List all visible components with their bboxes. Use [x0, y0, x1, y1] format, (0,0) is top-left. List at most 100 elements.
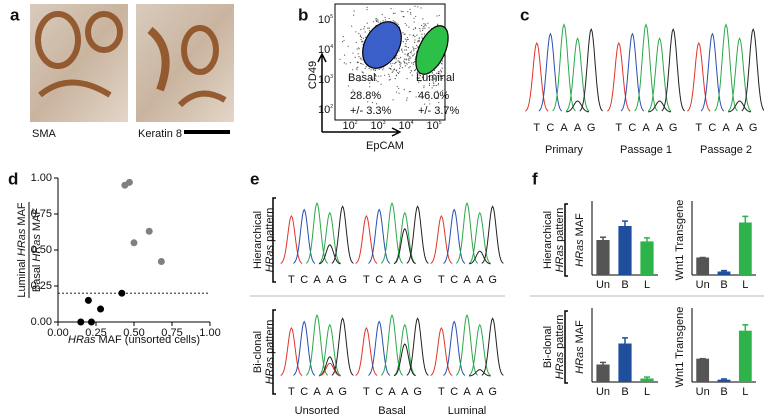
trace-peak [647, 37, 672, 112]
event-dot [355, 31, 357, 33]
event-dot [436, 90, 438, 92]
trace-peak [318, 362, 341, 377]
event-dot [437, 23, 439, 25]
event-dot [347, 85, 350, 87]
y-axis-label: Wnt1 Transgene [674, 200, 686, 281]
event-dot [408, 57, 410, 59]
event-dot [375, 20, 378, 23]
event-dot [361, 71, 363, 73]
event-dot [388, 67, 390, 69]
trace-peak [318, 356, 341, 377]
event-dot [410, 13, 412, 15]
gate-name: Basal [348, 72, 376, 84]
gate-percent: 46.0% [418, 90, 449, 102]
event-dot [363, 28, 365, 30]
event-dot [438, 101, 440, 104]
event-dot [352, 69, 354, 71]
trace-peak [607, 41, 631, 112]
event-dot [414, 61, 416, 63]
event-dot [419, 30, 421, 32]
event-dot [440, 62, 442, 64]
tick-base: 10 [426, 120, 438, 132]
trace-peak [741, 27, 764, 112]
tick-exponent: 4 [411, 120, 414, 126]
event-dot [389, 78, 391, 80]
event-dot [424, 27, 426, 29]
event-dot [356, 61, 359, 64]
event-dot [422, 18, 424, 20]
x-tick-label: L [742, 279, 748, 291]
tick-exponent: 3 [330, 74, 333, 80]
trace-peak [468, 211, 491, 264]
event-dot [360, 57, 362, 59]
event-dot [401, 49, 403, 51]
base-letter: A [463, 386, 471, 398]
event-dot [360, 36, 363, 39]
base-letter: G [488, 274, 497, 286]
event-dot [402, 11, 404, 13]
event-dot [430, 79, 432, 81]
base-letter: A [401, 274, 409, 286]
event-dot [411, 74, 413, 76]
event-dot [371, 101, 374, 104]
event-dot [405, 62, 407, 64]
y-axis-label: Luminal HRas MAF [16, 202, 28, 298]
event-dot [423, 33, 426, 35]
event-dot [357, 53, 359, 55]
event-dot [428, 84, 431, 86]
event-dot [397, 23, 399, 25]
event-dot [441, 63, 443, 65]
event-dot [399, 56, 402, 59]
event-dot [416, 72, 418, 74]
event-dot [437, 76, 440, 79]
event-dot [412, 55, 414, 57]
event-dot [439, 69, 442, 71]
event-dot [422, 96, 425, 98]
event-dot [433, 82, 435, 85]
bar [738, 222, 752, 275]
event-dot [423, 86, 425, 88]
y-axis-label: Basal HRas MAF [31, 208, 43, 293]
event-dot [413, 61, 415, 64]
event-dot [377, 19, 379, 21]
event-dot [392, 99, 394, 101]
event-dot [398, 57, 400, 60]
event-dot [406, 99, 408, 101]
flow-tick-label: 102 [318, 104, 333, 116]
panel-label: d [8, 169, 18, 188]
row-label: HRas pattern [554, 315, 566, 380]
event-dot [434, 84, 436, 87]
sample-label: Passage 1 [620, 144, 672, 156]
event-dot [369, 82, 371, 84]
event-dot [375, 75, 377, 77]
x-tick-label: 0.75 [161, 327, 182, 339]
event-dot [428, 99, 430, 101]
event-dot [349, 78, 351, 80]
row-label: Hierarchical [252, 211, 264, 269]
x-axis-label-part: HRas [68, 334, 96, 346]
event-dot [428, 27, 430, 29]
event-dot [358, 32, 360, 35]
base-letter: C [628, 122, 636, 134]
event-dot [415, 47, 417, 50]
y-axis-label: Wnt1 Transgene [674, 307, 686, 388]
event-dot [441, 76, 444, 78]
trace-peak [634, 23, 658, 112]
event-dot [363, 26, 366, 28]
column-label: Unsorted [295, 405, 340, 417]
event-dot [368, 67, 370, 70]
event-dot [435, 84, 438, 87]
event-dot [420, 24, 423, 26]
flow-tick-label: 102 [342, 120, 357, 132]
event-dot [438, 71, 440, 73]
event-dot [375, 18, 377, 20]
event-dot [352, 89, 354, 91]
event-dot [374, 78, 376, 80]
event-dot [394, 78, 396, 80]
event-dot [366, 6, 368, 8]
trace-peak [714, 23, 738, 112]
event-dot [406, 78, 408, 80]
bar [618, 226, 632, 275]
y-axis-label-part: HRas [574, 239, 586, 267]
